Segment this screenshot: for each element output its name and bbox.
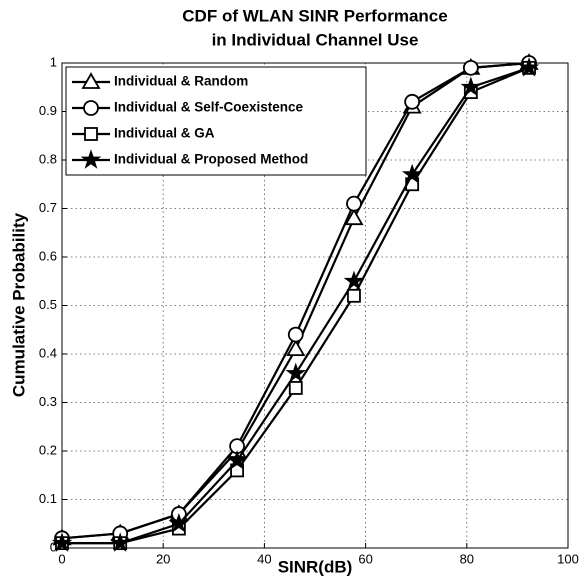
marker xyxy=(343,270,365,290)
legend-box xyxy=(65,66,367,176)
marker xyxy=(460,76,482,96)
marker xyxy=(109,532,131,552)
chart-title: in Individual Channel Use xyxy=(212,30,419,49)
marker xyxy=(344,208,364,226)
legend-label: Individual & Proposed Method xyxy=(114,152,308,167)
marker xyxy=(347,288,361,303)
y-axis-label: Cumulative Probability xyxy=(9,212,28,397)
marker xyxy=(287,326,304,343)
legend-label: Individual & GA xyxy=(114,126,215,141)
y-tick-label: 0.9 xyxy=(39,103,57,118)
legend-label: Individual & Self-Coexistence xyxy=(114,100,304,115)
legend-marker xyxy=(81,72,101,89)
legend-label: Individual & Random xyxy=(114,74,248,89)
y-tick-label: 0.1 xyxy=(39,491,57,506)
marker xyxy=(346,195,362,212)
y-tick-label: 0.3 xyxy=(39,394,57,409)
x-axis-label: SINR(dB) xyxy=(278,557,353,576)
y-tick-label: 0.8 xyxy=(39,151,57,166)
marker xyxy=(288,381,303,395)
x-tick-label: 100 xyxy=(557,551,579,566)
y-tick-label: 0.7 xyxy=(39,200,57,215)
y-tick-label: 0.6 xyxy=(39,248,57,263)
marker xyxy=(518,57,540,77)
legend-marker xyxy=(83,100,99,116)
marker xyxy=(462,59,479,76)
y-tick-label: 0.5 xyxy=(39,297,57,312)
x-tick-label: 20 xyxy=(156,551,170,566)
marker xyxy=(285,362,307,383)
y-tick-label: 0.4 xyxy=(39,345,57,360)
legend-marker xyxy=(80,149,102,169)
marker xyxy=(51,532,73,552)
marker xyxy=(226,449,248,470)
marker xyxy=(404,93,421,110)
x-tick-label: 0 xyxy=(58,551,65,566)
x-tick-label: 40 xyxy=(257,551,271,566)
y-tick-label: 1 xyxy=(50,54,57,69)
x-tick-label: 80 xyxy=(460,551,474,566)
legend-marker xyxy=(84,127,98,141)
plot-frame xyxy=(61,62,569,549)
marker xyxy=(401,163,423,184)
x-tick-label: 60 xyxy=(358,551,372,566)
chart-title: CDF of WLAN SINR Performance xyxy=(182,6,447,25)
marker xyxy=(286,339,306,357)
y-tick-label: 0.2 xyxy=(39,442,57,457)
marker xyxy=(168,512,190,533)
y-tick-label: 0 xyxy=(50,539,57,554)
